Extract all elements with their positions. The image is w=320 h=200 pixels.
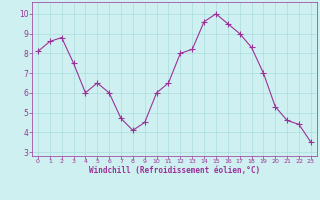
X-axis label: Windchill (Refroidissement éolien,°C): Windchill (Refroidissement éolien,°C) — [89, 166, 260, 175]
